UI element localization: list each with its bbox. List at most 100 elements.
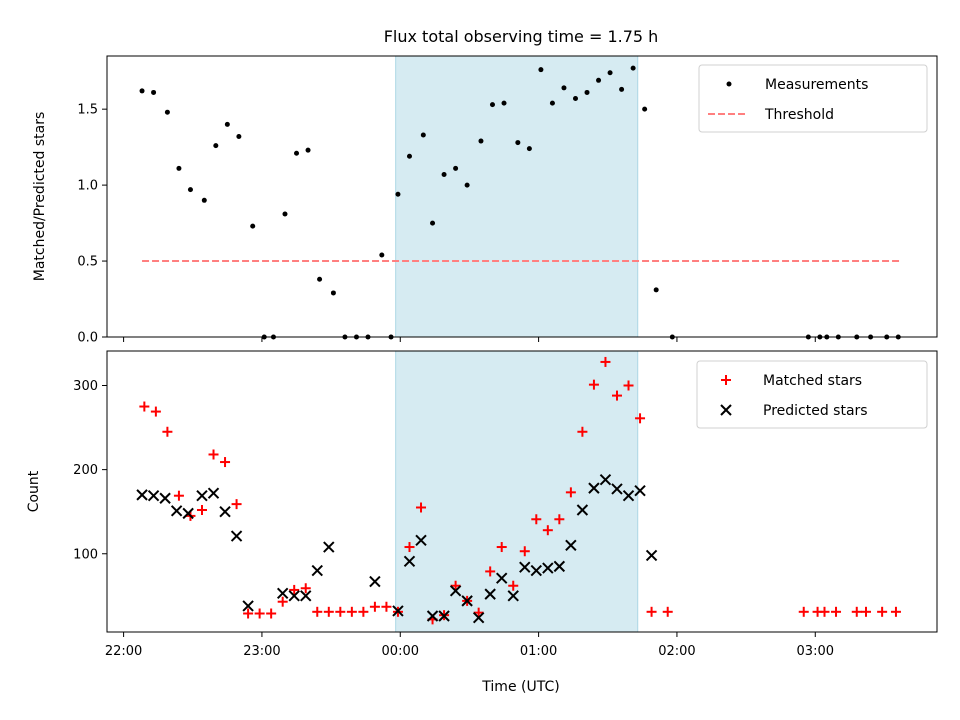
measurement-point — [305, 147, 311, 153]
predicted-star-point — [300, 590, 312, 602]
predicted-star-point — [170, 505, 183, 517]
matched-star-point — [323, 606, 334, 617]
bottom-legend-box — [696, 360, 928, 429]
legend-matched-label: Matched stars — [763, 373, 862, 389]
measurement-point — [501, 100, 507, 106]
measurement-point — [213, 143, 219, 149]
matched-star-point — [358, 606, 369, 617]
measurement-point — [619, 86, 625, 92]
predicted-star-point — [207, 487, 220, 499]
y-tick-label: 0.5 — [77, 255, 98, 270]
measurement-point — [489, 102, 495, 108]
matched-star-point — [416, 502, 427, 513]
matched-star-point — [243, 608, 254, 619]
predicted-star-point — [599, 474, 612, 486]
x-tick-label: 02:00 — [658, 644, 695, 659]
predicted-star-point — [519, 561, 531, 573]
predicted-star-point — [611, 483, 623, 495]
legend-matched-marker — [721, 375, 731, 385]
measurement-point — [406, 153, 412, 159]
predicted-star-point — [159, 492, 171, 504]
matched-star-point — [662, 606, 673, 617]
matched-star-point — [860, 606, 871, 617]
predicted-star-point — [426, 610, 439, 622]
predicted-star-point — [242, 600, 254, 612]
x-tick-label: 03:00 — [797, 644, 834, 659]
matched-star-point — [851, 606, 862, 617]
matched-star-point — [196, 505, 207, 516]
matched-star-point — [139, 401, 150, 412]
measurement-point — [515, 140, 521, 146]
predicted-star-point — [392, 605, 404, 617]
predicted-star-point — [507, 590, 519, 602]
measurement-point — [282, 211, 288, 217]
predicted-star-point — [634, 484, 646, 497]
matched-star-point — [346, 606, 357, 617]
predicted-star-point — [461, 595, 473, 607]
matched-star-point — [300, 583, 311, 594]
y-tick-label: 300 — [73, 379, 98, 394]
matched-star-point — [369, 601, 380, 612]
matched-star-point — [831, 606, 842, 617]
measurement-point — [630, 65, 636, 71]
measurement-point — [164, 109, 170, 115]
matched-star-point — [531, 514, 542, 525]
bottom-y-ticks: 100 200 300 — [73, 379, 107, 562]
measurement-point — [420, 132, 426, 138]
measurement-point — [572, 96, 578, 102]
x-tick-label: 01:00 — [520, 644, 557, 659]
bottom-panel: 100 200 300 22:00 23:00 00:00 01:00 02:00 03:00… — [26, 350, 938, 695]
predicted-star-point — [219, 505, 231, 518]
measurement-point — [430, 220, 436, 226]
matched-star-point — [231, 499, 242, 510]
measurement-point — [653, 287, 659, 293]
matched-star-point — [646, 606, 657, 617]
bottom-x-ticks: 22:00 23:00 00:00 01:00 02:00 03:00 — [105, 632, 834, 659]
matched-star-point — [312, 606, 323, 617]
y-tick-label: 1.5 — [77, 103, 98, 118]
matched-star-point — [496, 542, 507, 553]
measurement-point — [395, 191, 401, 197]
measurement-point — [187, 187, 193, 193]
matched-star-point — [173, 490, 184, 501]
x-axis-label: Time (UTC) — [481, 679, 559, 695]
matched-star-point — [485, 566, 496, 577]
legend-measurements-label: Measurements — [765, 77, 868, 93]
y-tick-label: 200 — [73, 463, 98, 478]
x-tick-label: 23:00 — [243, 644, 280, 659]
y-tick-label: 100 — [73, 547, 98, 562]
predicted-star-point — [449, 585, 462, 597]
matched-star-point — [335, 606, 346, 617]
measurement-point — [330, 290, 336, 296]
matched-star-point — [266, 608, 277, 619]
matched-stars-points — [139, 356, 901, 625]
matched-star-point — [150, 406, 161, 417]
measurement-point — [642, 106, 648, 112]
matched-star-point — [542, 525, 553, 536]
measurement-point — [478, 138, 484, 144]
predicted-star-point — [136, 489, 148, 501]
measurement-point — [151, 89, 157, 95]
measurement-point — [453, 165, 459, 171]
predicted-star-point — [147, 489, 160, 502]
predicted-star-point — [565, 539, 577, 552]
matched-star-point — [588, 379, 599, 390]
matched-star-point — [611, 390, 622, 401]
matched-star-point — [819, 606, 830, 617]
legend-predicted-label: Predicted stars — [763, 403, 868, 419]
measurement-point — [379, 252, 385, 258]
matched-star-point — [623, 380, 634, 391]
bottom-y-axis-label: Count — [26, 470, 42, 512]
matched-star-point — [473, 607, 484, 618]
top-axes-frame — [106, 55, 938, 338]
predicted-star-point — [230, 530, 243, 542]
predicted-star-point — [553, 560, 566, 573]
predicted-stars-points — [136, 474, 658, 624]
predicted-star-point — [415, 534, 427, 547]
matched-star-point — [404, 542, 415, 553]
predicted-star-point — [576, 504, 589, 516]
top-x-ticks — [123, 337, 816, 342]
matched-star-point — [554, 514, 565, 525]
predicted-star-point — [588, 482, 600, 494]
